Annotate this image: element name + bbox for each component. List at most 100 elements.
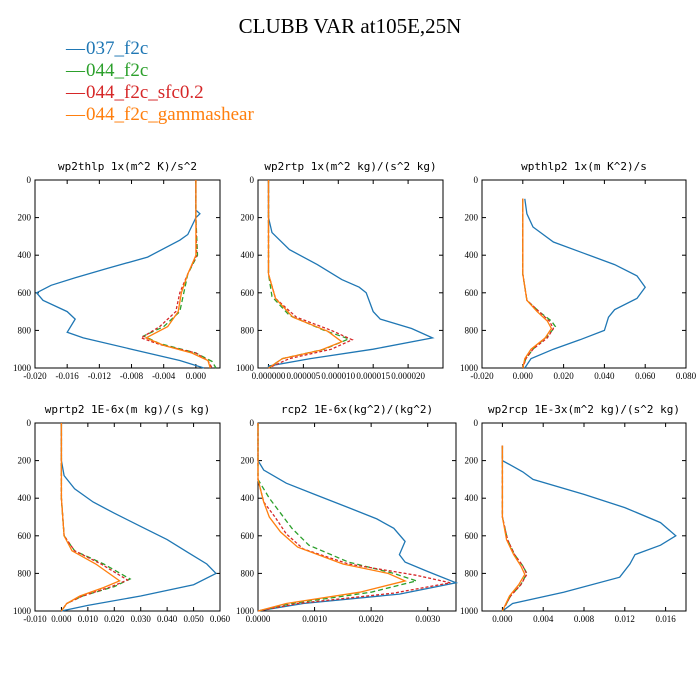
panel-title: wpthlp2 1x(m K^2)/s [521, 160, 647, 173]
series-line-037-f2c [35, 180, 205, 369]
x-tick-label: 0.008 [574, 614, 595, 624]
y-tick-label: 800 [18, 325, 32, 335]
x-tick-label: 0.040 [157, 614, 178, 624]
x-tick-label: 0.0000 [246, 614, 271, 624]
y-tick-label: 1000 [13, 363, 32, 373]
legend: —037_f2c —044_f2c —044_f2c_sfc0.2 —044_f… [66, 38, 254, 126]
y-tick-label: 1000 [460, 363, 479, 373]
series-line-044-f2c-sfc0-2 [257, 423, 451, 612]
panel-title: wprtp2 1E-6x(m kg)/(s kg) [45, 403, 211, 416]
y-tick-label: 0 [474, 418, 479, 428]
x-tick-label: -0.020 [23, 371, 47, 381]
y-tick-label: 1000 [236, 363, 255, 373]
series-line-044-f2c [142, 180, 217, 369]
legend-label: 044_f2c [86, 60, 149, 81]
legend-item-044-f2c: —044_f2c [66, 60, 254, 82]
x-tick-label: 0.000010 [321, 371, 355, 381]
series-line-037-f2c [267, 180, 435, 368]
y-tick-label: 200 [18, 213, 32, 223]
x-tick-label: 0.010 [78, 614, 99, 624]
y-tick-label: 1000 [460, 606, 479, 616]
axes-frame [257, 179, 444, 369]
y-tick-label: 1000 [236, 606, 255, 616]
series-line-044-f2c [60, 423, 132, 612]
y-tick-label: 400 [241, 493, 255, 503]
series-line-044-f2c-gammashear [522, 198, 553, 369]
series-line-044-f2c-sfc0-2 [501, 445, 528, 612]
series-line-044-f2c-gammashear [257, 423, 408, 612]
series-line-044-f2c [257, 423, 419, 612]
y-tick-label: 400 [18, 250, 32, 260]
x-tick-label: 0.000000 [252, 371, 286, 381]
legend-item-037-f2c: —037_f2c [66, 38, 254, 60]
x-tick-label: 0.030 [131, 614, 152, 624]
x-tick-label: 0.060 [635, 371, 656, 381]
series-line-037-f2c [60, 423, 218, 612]
x-tick-label: 0.000015 [356, 371, 390, 381]
axes-frame [481, 179, 687, 369]
axes-frame [34, 179, 221, 369]
legend-label: 044_f2c_gammashear [86, 104, 254, 125]
panel-6: wp2rcp 1E-3x(m^2 kg)/(s^2 kg) 0 200 400 600 8… [460, 403, 687, 624]
series-line-044-f2c-gammashear [144, 180, 211, 369]
series-line-044-f2c-gammashear [267, 180, 344, 369]
y-tick-label: 0 [27, 175, 32, 185]
series-line-037-f2c [257, 423, 459, 612]
legend-dash-sfc: — [66, 82, 85, 103]
panel-2: wp2rtp 1x(m^2 kg)/(s^2 kg) 0 200 400 600 800 1… [236, 160, 444, 381]
axes-frame [34, 422, 221, 612]
x-tick-label: -0.010 [23, 614, 47, 624]
y-tick-label: 200 [465, 213, 479, 223]
panel-title: rcp2 1E-6x(kg^2)/(kg^2) [281, 403, 433, 416]
y-tick-label: 400 [465, 250, 479, 260]
x-tick-label: 0.016 [655, 614, 676, 624]
x-tick-label: 0.080 [676, 371, 697, 381]
figure-title: CLUBB VAR at105E,25N [238, 14, 462, 38]
y-tick-label: 800 [241, 325, 255, 335]
y-tick-label: 800 [18, 568, 32, 578]
axes-frame [257, 422, 457, 612]
y-tick-label: 800 [465, 325, 479, 335]
x-tick-label: 0.0020 [359, 614, 384, 624]
y-tick-label: 600 [18, 531, 32, 541]
y-tick-label: 200 [18, 456, 32, 466]
panel-4: wprtp2 1E-6x(m kg)/(s kg) 0 200 400 600 800 10… [13, 403, 231, 624]
x-tick-label: 0.000005 [287, 371, 321, 381]
y-tick-label: 0 [250, 418, 255, 428]
legend-label: 044_f2c_sfc0.2 [86, 82, 204, 103]
series-line-044-f2c-sfc0-2 [60, 423, 129, 612]
x-tick-label: 0.000 [492, 614, 513, 624]
series-line-044-f2c-sfc0-2 [139, 180, 213, 369]
x-tick-label: -0.008 [120, 371, 144, 381]
y-tick-label: 600 [18, 288, 32, 298]
x-tick-label: -0.020 [470, 371, 494, 381]
legend-item-044-f2c-sfc02: —044_f2c_sfc0.2 [66, 82, 254, 104]
x-tick-label: 0.020 [104, 614, 125, 624]
x-tick-label: 0.020 [553, 371, 574, 381]
legend-dash-gamma: — [66, 104, 85, 125]
y-tick-label: 0 [474, 175, 479, 185]
x-tick-label: -0.016 [56, 371, 80, 381]
panel-title: wp2thlp 1x(m^2 K)/s^2 [58, 160, 197, 173]
x-tick-label: 0.0010 [302, 614, 327, 624]
panel-3: wpthlp2 1x(m K^2)/s 0 200 400 600 800 1000-0.0… [460, 160, 697, 381]
x-tick-label: 0.050 [183, 614, 204, 624]
legend-item-044-f2c-gammashear: —044_f2c_gammashear [66, 104, 254, 126]
x-tick-label: 0.012 [615, 614, 635, 624]
x-tick-label: 0.000 [513, 371, 534, 381]
x-tick-label: 0.000 [186, 371, 207, 381]
y-tick-label: 600 [465, 288, 479, 298]
x-tick-label: 0.004 [533, 614, 554, 624]
x-tick-label: 0.040 [594, 371, 615, 381]
axes-frame [481, 422, 687, 612]
series-line-044-f2c-sfc0-2 [522, 198, 555, 369]
y-tick-label: 200 [465, 456, 479, 466]
series-line-037-f2c [501, 445, 677, 612]
panel-1: wp2thlp 1x(m^2 K)/s^202004006008001000-0… [13, 160, 221, 381]
x-tick-label: -0.012 [88, 371, 111, 381]
series-line-037-f2c [524, 198, 647, 369]
y-tick-label: 200 [241, 213, 255, 223]
x-tick-label: -0.004 [152, 371, 176, 381]
